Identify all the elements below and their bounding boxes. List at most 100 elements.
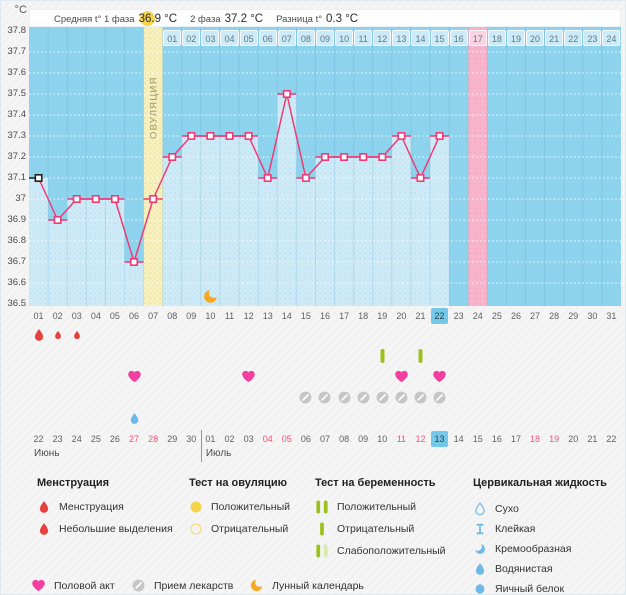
cycle-day-cell[interactable]: 06 [129,311,140,321]
calendar-day-cell[interactable]: 18 [530,434,541,444]
upper-day-cell[interactable]: 22 [564,30,583,46]
temp-point[interactable] [359,153,368,162]
cycle-day-cell[interactable]: 22 [431,308,449,324]
cycle-day-cell[interactable]: 21 [415,311,426,321]
temp-point[interactable] [378,153,387,162]
temp-point[interactable] [263,174,272,183]
temp-point[interactable] [206,132,215,141]
calendar-day-cell[interactable]: 09 [358,434,369,444]
upper-day-cell[interactable]: 07 [277,30,296,46]
upper-day-cell[interactable]: 08 [296,30,315,46]
upper-day-cell[interactable]: 05 [239,30,258,46]
calendar-day-cell[interactable]: 02 [224,434,235,444]
cycle-day-cell[interactable]: 05 [109,311,120,321]
cycle-day-cell[interactable]: 07 [148,311,159,321]
calendar-day-cell[interactable]: 24 [71,434,82,444]
calendar-day-cell[interactable]: 11 [396,434,407,444]
upper-day-cell[interactable]: 06 [258,30,277,46]
upper-day-cell[interactable]: 23 [583,30,602,46]
temp-point[interactable] [282,89,291,98]
cycle-day-cell[interactable]: 11 [224,311,235,321]
calendar-day-cell[interactable]: 15 [472,434,483,444]
upper-day-cell[interactable]: 01 [163,30,182,46]
cycle-day-cell[interactable]: 16 [319,311,330,321]
cycle-day-cell[interactable]: 14 [281,311,292,321]
calendar-day-cell[interactable]: 10 [377,434,388,444]
temp-point[interactable] [320,153,329,162]
calendar-day-cell[interactable]: 29 [167,434,178,444]
cycle-day-cell[interactable]: 15 [300,311,311,321]
upper-day-cell[interactable]: 03 [201,30,220,46]
temp-point[interactable] [244,132,253,141]
cycle-day-cell[interactable]: 04 [90,311,101,321]
calendar-day-cell[interactable]: 26 [109,434,120,444]
upper-day-cell[interactable]: 04 [220,30,239,46]
cycle-day-cell[interactable]: 19 [377,311,388,321]
cycle-day-cell[interactable]: 30 [587,311,598,321]
temp-point[interactable] [110,195,119,204]
calendar-day-cell[interactable]: 22 [33,434,44,444]
temp-point[interactable] [34,174,43,183]
upper-day-cell[interactable]: 13 [392,30,411,46]
temp-point[interactable] [301,174,310,183]
temp-point[interactable] [187,132,196,141]
calendar-day-cell[interactable]: 07 [319,434,330,444]
cycle-day-cell[interactable]: 27 [530,311,541,321]
cycle-day-cell[interactable]: 18 [358,311,369,321]
temp-point[interactable] [435,132,444,141]
cycle-day-cell[interactable]: 12 [243,311,254,321]
cycle-day-cell[interactable]: 31 [606,311,617,321]
calendar-day-cell[interactable]: 01 [205,434,216,444]
upper-day-cell[interactable]: 24 [602,30,621,46]
upper-day-cell[interactable]: 21 [545,30,564,46]
cycle-day-cell[interactable]: 29 [568,311,579,321]
cycle-day-cell[interactable]: 03 [71,311,82,321]
calendar-day-cell[interactable]: 19 [549,434,560,444]
calendar-day-cell[interactable]: 21 [587,434,598,444]
calendar-day-cell[interactable]: 22 [606,434,617,444]
upper-day-cell[interactable]: 11 [354,30,373,46]
upper-day-cell[interactable]: 10 [335,30,354,46]
temp-point[interactable] [130,258,139,267]
upper-day-cell[interactable]: 19 [506,30,525,46]
temp-point[interactable] [168,153,177,162]
calendar-day-cell[interactable]: 25 [90,434,101,444]
calendar-day-cell[interactable]: 14 [453,434,464,444]
cycle-day-cell[interactable]: 24 [472,311,483,321]
calendar-day-cell[interactable]: 23 [52,434,63,444]
cycle-day-cell[interactable]: 28 [549,311,560,321]
upper-day-cell[interactable]: 18 [487,30,506,46]
upper-day-cell[interactable]: 09 [315,30,335,46]
calendar-day-cell[interactable]: 27 [129,434,140,444]
temp-point[interactable] [91,195,100,204]
temp-point[interactable] [416,174,425,183]
cycle-day-cell[interactable]: 25 [491,311,502,321]
calendar-day-cell[interactable]: 05 [281,434,292,444]
cycle-day-cell[interactable]: 09 [186,311,197,321]
temp-point[interactable] [340,153,349,162]
calendar-day-cell[interactable]: 30 [186,434,197,444]
temp-point[interactable] [149,195,158,204]
calendar-day-cell[interactable]: 20 [568,434,579,444]
upper-day-cell[interactable]: 15 [430,30,449,46]
calendar-day-cell[interactable]: 28 [148,434,159,444]
upper-day-cell[interactable]: 12 [373,30,392,46]
upper-day-cell[interactable]: 02 [182,30,201,46]
calendar-day-cell[interactable]: 03 [243,434,254,444]
calendar-day-cell[interactable]: 04 [262,434,273,444]
calendar-day-cell[interactable]: 17 [510,434,521,444]
calendar-day-cell[interactable]: 16 [491,434,502,444]
upper-day-cell[interactable]: 20 [526,30,545,46]
upper-day-cell[interactable]: 16 [449,30,468,46]
upper-day-cell[interactable]: 14 [411,30,430,46]
calendar-day-cell[interactable]: 13 [431,431,449,447]
cycle-day-cell[interactable]: 01 [33,311,44,321]
temp-point[interactable] [225,132,234,141]
calendar-day-cell[interactable]: 12 [415,434,426,444]
cycle-day-cell[interactable]: 02 [52,311,63,321]
cycle-day-cell[interactable]: 17 [339,311,350,321]
cycle-day-cell[interactable]: 20 [396,311,407,321]
cycle-day-cell[interactable]: 13 [262,311,273,321]
cycle-day-cell[interactable]: 08 [167,311,178,321]
temp-point[interactable] [72,195,81,204]
